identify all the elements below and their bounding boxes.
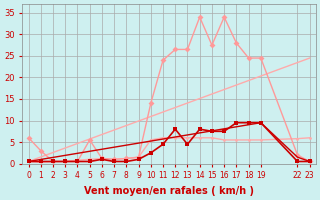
X-axis label: Vent moyen/en rafales ( km/h ): Vent moyen/en rafales ( km/h ) — [84, 186, 254, 196]
